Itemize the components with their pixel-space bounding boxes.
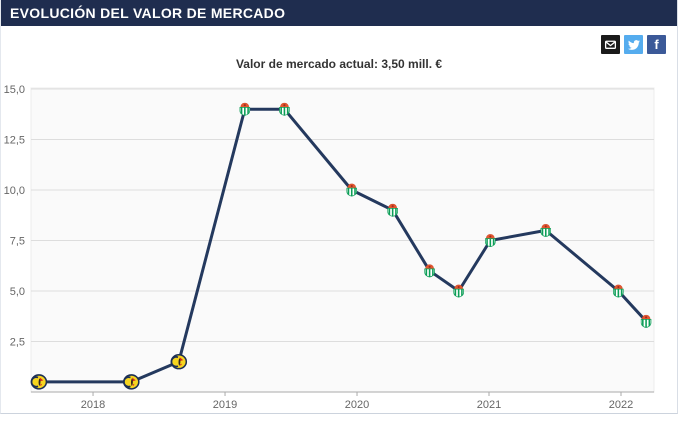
plot-area: [30, 87, 655, 393]
facebook-icon: f: [654, 37, 659, 52]
y-axis-label: 5,0: [10, 286, 25, 298]
real-betis-logo[interactable]: [388, 204, 398, 217]
twitter-icon: [627, 39, 640, 50]
real-betis-logo[interactable]: [425, 265, 435, 278]
y-axis-label: 7,5: [10, 236, 25, 248]
current-market-value-label: Valor de mercado actual: 3,50 mill. €: [235, 57, 443, 71]
widget-header: EVOLUCIÓN DEL VALOR DE MERCADO: [1, 0, 677, 26]
x-axis-label: 2021: [477, 399, 501, 411]
club-america-logo[interactable]: [122, 374, 140, 390]
real-betis-logo[interactable]: [454, 285, 464, 298]
real-betis-logo[interactable]: [613, 285, 623, 298]
real-betis-logo[interactable]: [485, 234, 495, 247]
y-axis-label: 2,5: [10, 337, 25, 349]
y-axis-label: 12,5: [4, 135, 25, 147]
share-facebook-button[interactable]: f: [647, 35, 666, 54]
share-twitter-button[interactable]: [624, 35, 643, 54]
real-betis-logo[interactable]: [240, 103, 250, 116]
club-america-logo[interactable]: [170, 353, 188, 370]
page-title: EVOLUCIÓN DEL VALOR DE MERCADO: [10, 5, 286, 21]
share-email-button[interactable]: [601, 35, 620, 54]
real-betis-logo[interactable]: [347, 184, 357, 197]
x-axis-label: 2022: [609, 399, 633, 411]
club-america-logo[interactable]: [30, 374, 48, 390]
market-value-widget: EVOLUCIÓN DEL VALOR DE MERCADO f Valor d…: [0, 0, 678, 414]
x-axis-label: 2019: [213, 399, 237, 411]
x-axis-label: 2020: [345, 399, 369, 411]
y-axis-label: 15,0: [4, 84, 25, 96]
email-icon: [604, 40, 617, 49]
real-betis-logo[interactable]: [280, 103, 290, 116]
share-buttons: f: [601, 35, 666, 54]
real-betis-logo[interactable]: [641, 315, 651, 328]
y-axis-label: 10,0: [4, 185, 25, 197]
x-axis-label: 2018: [81, 399, 105, 411]
real-betis-logo[interactable]: [541, 224, 551, 237]
